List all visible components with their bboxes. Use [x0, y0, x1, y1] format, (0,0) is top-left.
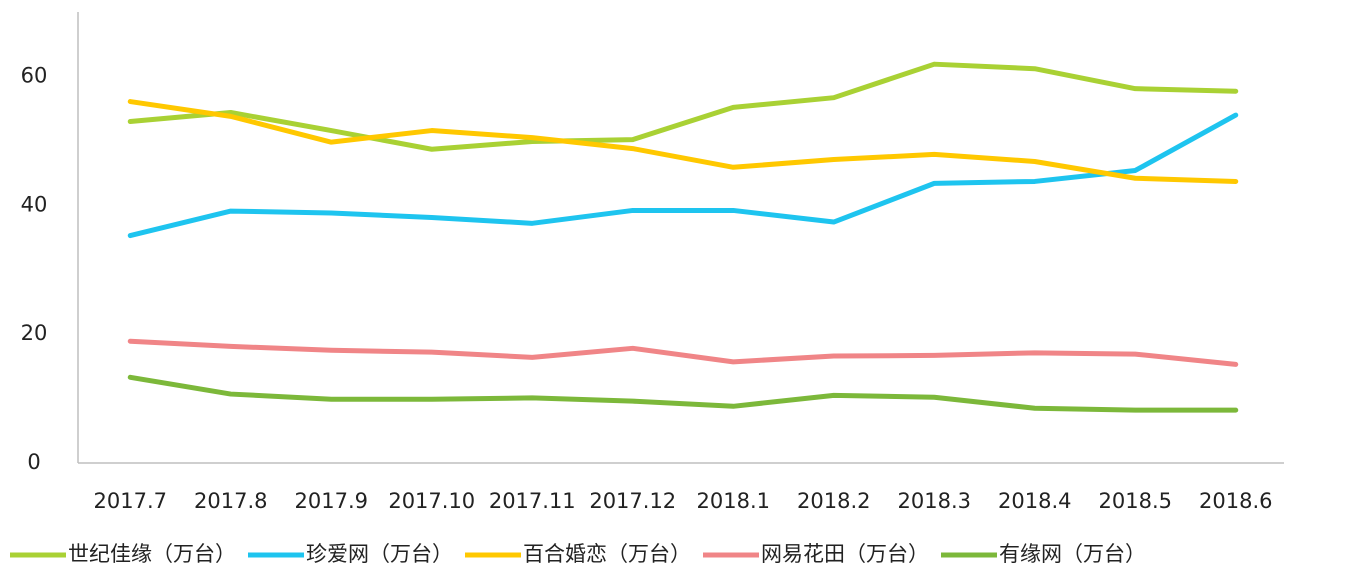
x-tick-label: 2017.12	[589, 489, 676, 513]
series-line	[127, 112, 1239, 239]
x-tick-label: 2017.7	[94, 489, 167, 513]
legend-label: 网易花田（万台）	[761, 542, 929, 566]
x-tick-label: 2017.8	[194, 489, 267, 513]
x-tick-label: 2018.1	[697, 489, 770, 513]
y-tick-label: 60	[21, 63, 48, 87]
x-tick-label: 2018.5	[1099, 489, 1172, 513]
series-line	[127, 374, 1239, 413]
series-line	[127, 338, 1239, 367]
y-tick-label: 20	[21, 321, 48, 345]
legend-label: 有缘网（万台）	[999, 542, 1146, 566]
x-tick-label: 2017.11	[489, 489, 576, 513]
x-tick-label: 2017.9	[295, 489, 368, 513]
series-line	[127, 61, 1239, 152]
x-tick-label: 2018.3	[898, 489, 971, 513]
legend-label: 珍爱网（万台）	[306, 542, 453, 566]
y-tick-label: 0	[27, 450, 40, 474]
y-tick-label: 40	[21, 192, 48, 216]
series-line	[127, 99, 1239, 184]
x-tick-label: 2018.4	[998, 489, 1071, 513]
x-tick-label: 2018.6	[1199, 489, 1272, 513]
x-tick-label: 2017.10	[388, 489, 475, 513]
x-tick-label: 2018.2	[797, 489, 870, 513]
legend-label: 百合婚恋（万台）	[523, 542, 691, 566]
legend-label: 世纪佳缘（万台）	[68, 542, 236, 566]
